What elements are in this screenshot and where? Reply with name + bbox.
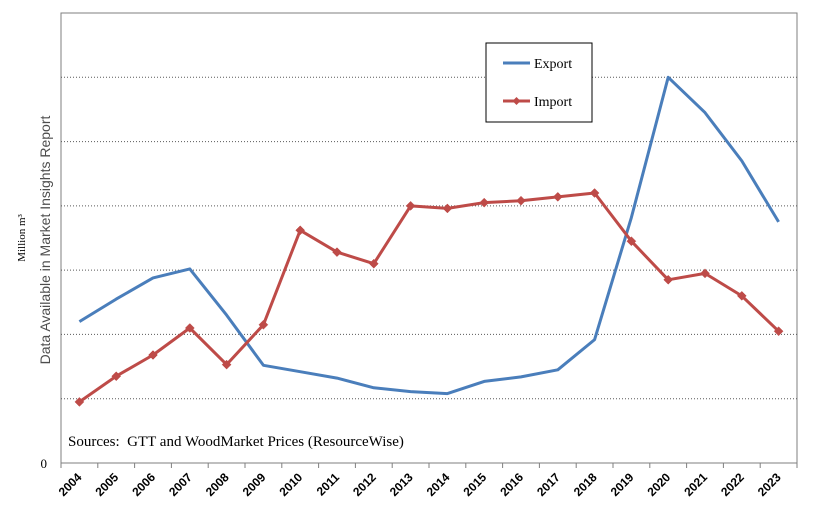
- data-point-import: [332, 247, 342, 257]
- data-point-import: [74, 397, 85, 407]
- x-tick-label: 2016: [497, 470, 526, 499]
- x-tick-label: 2007: [166, 470, 195, 499]
- data-point-import: [663, 274, 674, 285]
- x-tick-label: 2015: [461, 470, 490, 499]
- data-point-import: [626, 236, 637, 247]
- x-tick-label: 2012: [350, 470, 379, 499]
- x-axis-tick-labels: 2004 2005 2006 2007 2008 2009 2010 2011 2012 2013…: [56, 470, 784, 499]
- x-tick-label: 2005: [93, 470, 122, 499]
- data-point-import: [258, 319, 269, 330]
- x-tick-label: 2009: [240, 470, 269, 499]
- series-lines: [78, 75, 780, 404]
- x-tick-label: 2020: [645, 470, 674, 499]
- data-point-import: [552, 192, 563, 202]
- data-point-import: [148, 350, 158, 360]
- y-axis-label: Million m³: [16, 213, 28, 261]
- data-point-import: [442, 203, 453, 214]
- x-tick-label: 2013: [387, 470, 416, 499]
- source-note: Sources: GTT and WoodMarket Prices (Reso…: [68, 434, 404, 450]
- x-tick-label: 2022: [718, 470, 747, 499]
- x-tick-label: 2010: [277, 470, 306, 499]
- x-tick-label: 2004: [56, 470, 85, 499]
- data-point-import: [479, 197, 490, 208]
- series-markers: [74, 188, 784, 407]
- data-point-import: [295, 225, 306, 236]
- x-tick-label: 2014: [424, 470, 453, 499]
- data-point-import: [111, 371, 122, 382]
- data-point-import: [736, 291, 747, 301]
- x-tick-label: 2023: [755, 470, 784, 499]
- x-tick-label: 2006: [129, 470, 158, 499]
- x-tick-label: 2021: [681, 470, 710, 499]
- series-line-import: [78, 191, 780, 404]
- data-point-import: [221, 359, 232, 370]
- legend-export-label: Export: [534, 57, 572, 72]
- data-point-import: [700, 268, 710, 279]
- series-line-export: [78, 75, 780, 396]
- legend-box: [485, 42, 593, 123]
- data-point-import: [589, 188, 600, 198]
- data-point-import: [184, 323, 195, 333]
- data-point-import: [773, 326, 784, 337]
- plot-area: [60, 12, 798, 464]
- x-axis-ticks: [60, 463, 798, 468]
- x-tick-label: 2019: [608, 470, 637, 499]
- data-point-import: [516, 195, 526, 206]
- x-tick-label: 2008: [203, 470, 232, 499]
- x-tick-label: 2018: [571, 470, 600, 499]
- y-axis-zero-label: 0: [41, 456, 48, 471]
- legend-import-label: Import: [534, 95, 572, 110]
- data-point-import: [368, 258, 379, 269]
- legend-import-marker: [512, 97, 521, 105]
- x-tick-label: 2011: [314, 470, 343, 499]
- y-axis-overlay-label: Data Available in Market Insights Report: [37, 116, 53, 365]
- data-point-import: [405, 201, 416, 211]
- x-tick-label: 2017: [534, 470, 563, 499]
- legend: Export Import: [485, 42, 593, 123]
